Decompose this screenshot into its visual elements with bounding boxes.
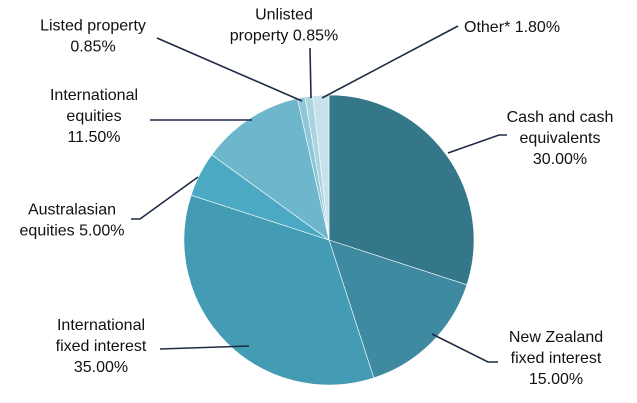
leader-new-zealand-fixed-interest <box>431 333 498 363</box>
label-line: International <box>50 87 138 104</box>
slice-new-zealand-fixed-interest <box>328 239 468 379</box>
label-line: 11.50% <box>67 129 120 146</box>
label-line: equities <box>66 108 121 125</box>
label-line: Unlisted <box>255 7 313 24</box>
label-line: equities 5.00% <box>20 223 125 240</box>
label-line: property 0.85% <box>230 28 339 45</box>
pie-slices <box>183 94 475 386</box>
label-line: Listed property <box>40 18 146 35</box>
label-line: Australasian <box>28 202 116 219</box>
label-australasian-equities: Australasian equities 5.00% <box>20 202 125 240</box>
label-line: International <box>57 317 145 334</box>
label-line: 35.00% <box>74 359 128 376</box>
label-line: 0.85% <box>70 39 115 56</box>
label-line: fixed interest <box>511 350 602 367</box>
leader-cash-and-cash-equivalents <box>447 134 507 154</box>
leader-listed-property <box>156 37 303 102</box>
label-unlisted-property: Unlisted property 0.85% <box>230 7 339 45</box>
label-line: New Zealand <box>509 329 603 346</box>
slice-international-fixed-interest <box>183 194 375 386</box>
leader-international-fixed-interest <box>159 345 250 350</box>
slice-labels: Cash and cash equivalents 30.00% New Zealan… <box>20 7 614 389</box>
label-other: Other* 1.80% <box>464 19 560 36</box>
slice-cash-and-cash-equivalents <box>328 94 475 286</box>
slice-international-equities <box>211 98 330 241</box>
label-line: fixed interest <box>56 338 147 355</box>
label-new-zealand-fixed-interest: New Zealand fixed interest 15.00% <box>509 329 603 388</box>
label-international-equities: International equities 11.50% <box>50 87 138 146</box>
label-line: equivalents <box>520 130 601 147</box>
label-line: 30.00% <box>533 151 587 168</box>
label-line: Other* 1.80% <box>464 19 560 36</box>
label-line: 15.00% <box>529 371 583 388</box>
label-line: Cash and cash <box>507 109 614 126</box>
leader-unlisted-property <box>309 47 312 99</box>
leader-lines <box>131 25 507 363</box>
leader-australasian-equities <box>131 176 199 220</box>
leader-other <box>321 25 459 99</box>
label-cash-and-cash-equivalents: Cash and cash equivalents 30.00% <box>507 109 614 168</box>
label-international-fixed-interest: International fixed interest 35.00% <box>56 317 147 376</box>
label-listed-property: Listed property 0.85% <box>40 18 146 56</box>
